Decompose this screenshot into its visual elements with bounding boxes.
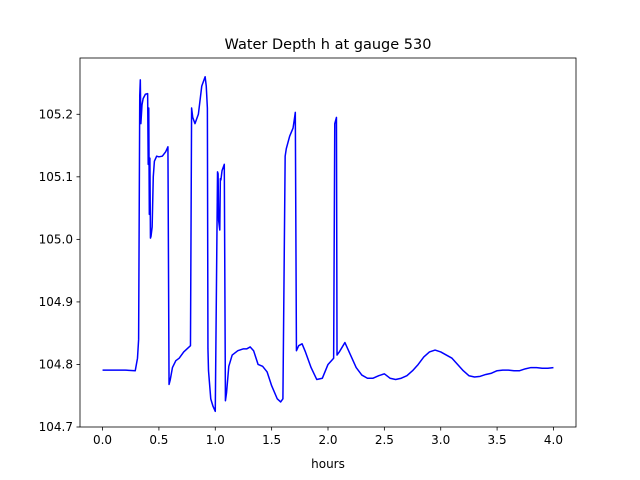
x-tick-label: 0.5 <box>149 433 168 447</box>
y-tick-label: 104.7 <box>39 420 73 434</box>
x-tick-label: 3.0 <box>431 433 450 447</box>
x-tick-label: 3.5 <box>488 433 507 447</box>
y-tick-label: 105.1 <box>39 170 73 184</box>
y-tick-label: 105.0 <box>39 232 73 246</box>
x-axis-label: hours <box>311 457 345 471</box>
x-tick-label: 2.0 <box>318 433 337 447</box>
x-tick-label: 2.5 <box>375 433 394 447</box>
x-tick-label: 1.0 <box>206 433 225 447</box>
series-line-0 <box>102 76 554 413</box>
x-tick-label: 0.0 <box>93 433 112 447</box>
chart-title: Water Depth h at gauge 530 <box>225 37 432 53</box>
y-tick-label: 104.9 <box>39 295 73 309</box>
plot-area: 0.0 0.5 1.0 1.5 2.0 2.5 3.0 3.5 4.0 104.7 104.8 104… <box>39 57 577 447</box>
x-tick-label: 4.0 <box>544 433 563 447</box>
x-tick-label: 1.5 <box>262 433 281 447</box>
y-tick-label: 104.8 <box>39 357 73 371</box>
y-tick-label: 105.2 <box>39 107 73 121</box>
